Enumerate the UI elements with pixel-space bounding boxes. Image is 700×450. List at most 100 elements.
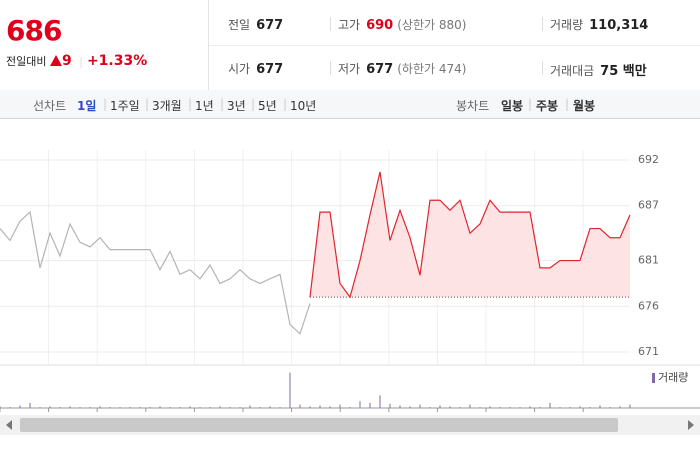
stat-label: 거래대금 — [550, 64, 595, 78]
stat: 저가 677 (하한가 474) — [338, 60, 466, 77]
tab[interactable]: 1년 — [195, 99, 214, 113]
volume-bar — [199, 407, 201, 408]
volume-bar — [0, 406, 1, 408]
volume-bar — [589, 407, 591, 408]
tab-group-label: 봉차트 — [456, 99, 490, 113]
col-divider — [330, 61, 331, 75]
chart: 692 687 681 676 671 거래량 — [0, 150, 700, 412]
volume-bar — [109, 407, 111, 408]
legend-label: 거래량 — [658, 371, 688, 384]
volume-bar — [409, 406, 411, 408]
area-fill — [310, 171, 630, 298]
volume-bar — [29, 402, 31, 408]
volume-bar — [319, 405, 321, 408]
tab-bar: 선차트 1일 | 1주일 | 3개월 | 1년 | 3년 | 5년 | 10년 봉차트 일봉 | 주봉 | 월봉 — [0, 90, 700, 119]
volume-bar — [349, 407, 351, 408]
volume-bar — [89, 407, 91, 408]
volume-bar — [369, 402, 371, 408]
price-line — [309, 171, 631, 299]
stat-value: 110,314 — [589, 18, 649, 33]
volume-bar — [299, 404, 301, 408]
tab[interactable]: 10년 — [290, 99, 317, 113]
scroll-left[interactable] — [6, 420, 14, 430]
volume-bar — [599, 405, 601, 408]
volume-bar — [209, 407, 211, 408]
scrollbar[interactable] — [0, 415, 700, 435]
volume-bar — [479, 407, 481, 408]
volume-bar — [139, 407, 141, 408]
volume-bar — [609, 407, 611, 408]
volume-bar — [439, 405, 441, 408]
volume-bar — [39, 407, 41, 408]
volume-bar — [579, 406, 581, 408]
price-line — [0, 210, 311, 335]
stat-value: 677 — [366, 62, 394, 77]
volume-bar — [149, 407, 151, 408]
tab[interactable]: 월봉 — [573, 99, 596, 113]
volume-bar — [469, 404, 471, 408]
tab[interactable]: 5년 — [258, 99, 277, 113]
volume-bar — [429, 407, 431, 408]
volume-bar — [59, 407, 61, 408]
volume-bar — [359, 401, 361, 408]
volume-bar — [219, 406, 221, 408]
stat-label: 전일 — [228, 18, 251, 32]
tab-separator: | — [145, 97, 150, 111]
volume-bar — [559, 407, 561, 408]
volume-bar — [379, 395, 381, 408]
tab[interactable]: 1주일 — [110, 99, 140, 113]
stat: 거래량 110,314 — [550, 16, 648, 33]
change-row: 전일대비 9 | +1.33% — [6, 53, 148, 69]
current-price: 686 — [6, 14, 62, 47]
y-tick-label: 687 — [638, 199, 659, 212]
change-rate: +1.33% — [86, 53, 148, 69]
scroll-thumb[interactable] — [20, 418, 618, 432]
stat-value: 75 백만 — [600, 64, 647, 79]
tab[interactable]: 주봉 — [536, 99, 559, 113]
volume-bar — [509, 407, 511, 408]
stat-value: 690 — [366, 18, 394, 33]
up-icon — [49, 55, 62, 66]
tab[interactable]: 3년 — [227, 99, 246, 113]
stat-label: 거래량 — [550, 18, 584, 32]
volume-bar — [399, 405, 401, 408]
tab-separator: | — [103, 97, 108, 111]
col-divider — [330, 17, 331, 31]
volume-bar — [179, 407, 181, 408]
volume-bar — [169, 407, 171, 408]
volume-bar — [309, 406, 311, 408]
volume-bar — [569, 407, 571, 408]
volume-bar — [99, 406, 101, 408]
tab[interactable]: 3개월 — [152, 99, 182, 113]
tab[interactable]: 1일 — [77, 99, 97, 113]
volume-bar — [549, 402, 551, 408]
tab-separator: | — [188, 97, 193, 111]
volume-bar — [159, 406, 161, 408]
volume-bar — [619, 406, 621, 408]
volume-bar — [269, 406, 271, 408]
stat-value: 677 — [256, 18, 284, 33]
stat: 고가 690 (상한가 880) — [338, 16, 466, 33]
tab-separator: | — [565, 97, 570, 111]
volume-bar — [339, 404, 341, 408]
volume-bar — [229, 407, 231, 408]
stat-label: 고가 — [338, 18, 361, 32]
tab[interactable]: 일봉 — [501, 99, 524, 113]
scroll-right[interactable] — [688, 420, 696, 430]
volume-bar — [9, 407, 11, 408]
y-tick-label: 692 — [638, 153, 659, 166]
volume-bar — [519, 407, 521, 408]
volume-bar — [489, 406, 491, 408]
volume-bar — [239, 407, 241, 408]
volume-bar — [119, 407, 121, 408]
y-tick-label: 671 — [638, 345, 659, 358]
stat-value: 677 — [256, 62, 284, 77]
legend-swatch — [652, 373, 655, 383]
col-divider — [542, 17, 543, 31]
quote-panel: 686 전일대비 9 | +1.33% 전일 677 고가 690 (상한가 880) 거래… — [0, 0, 700, 91]
volume-bar — [19, 405, 21, 408]
stat-note: (하한가 474) — [397, 62, 467, 76]
tab-group-label: 선차트 — [33, 99, 67, 113]
volume-bar — [499, 407, 501, 408]
